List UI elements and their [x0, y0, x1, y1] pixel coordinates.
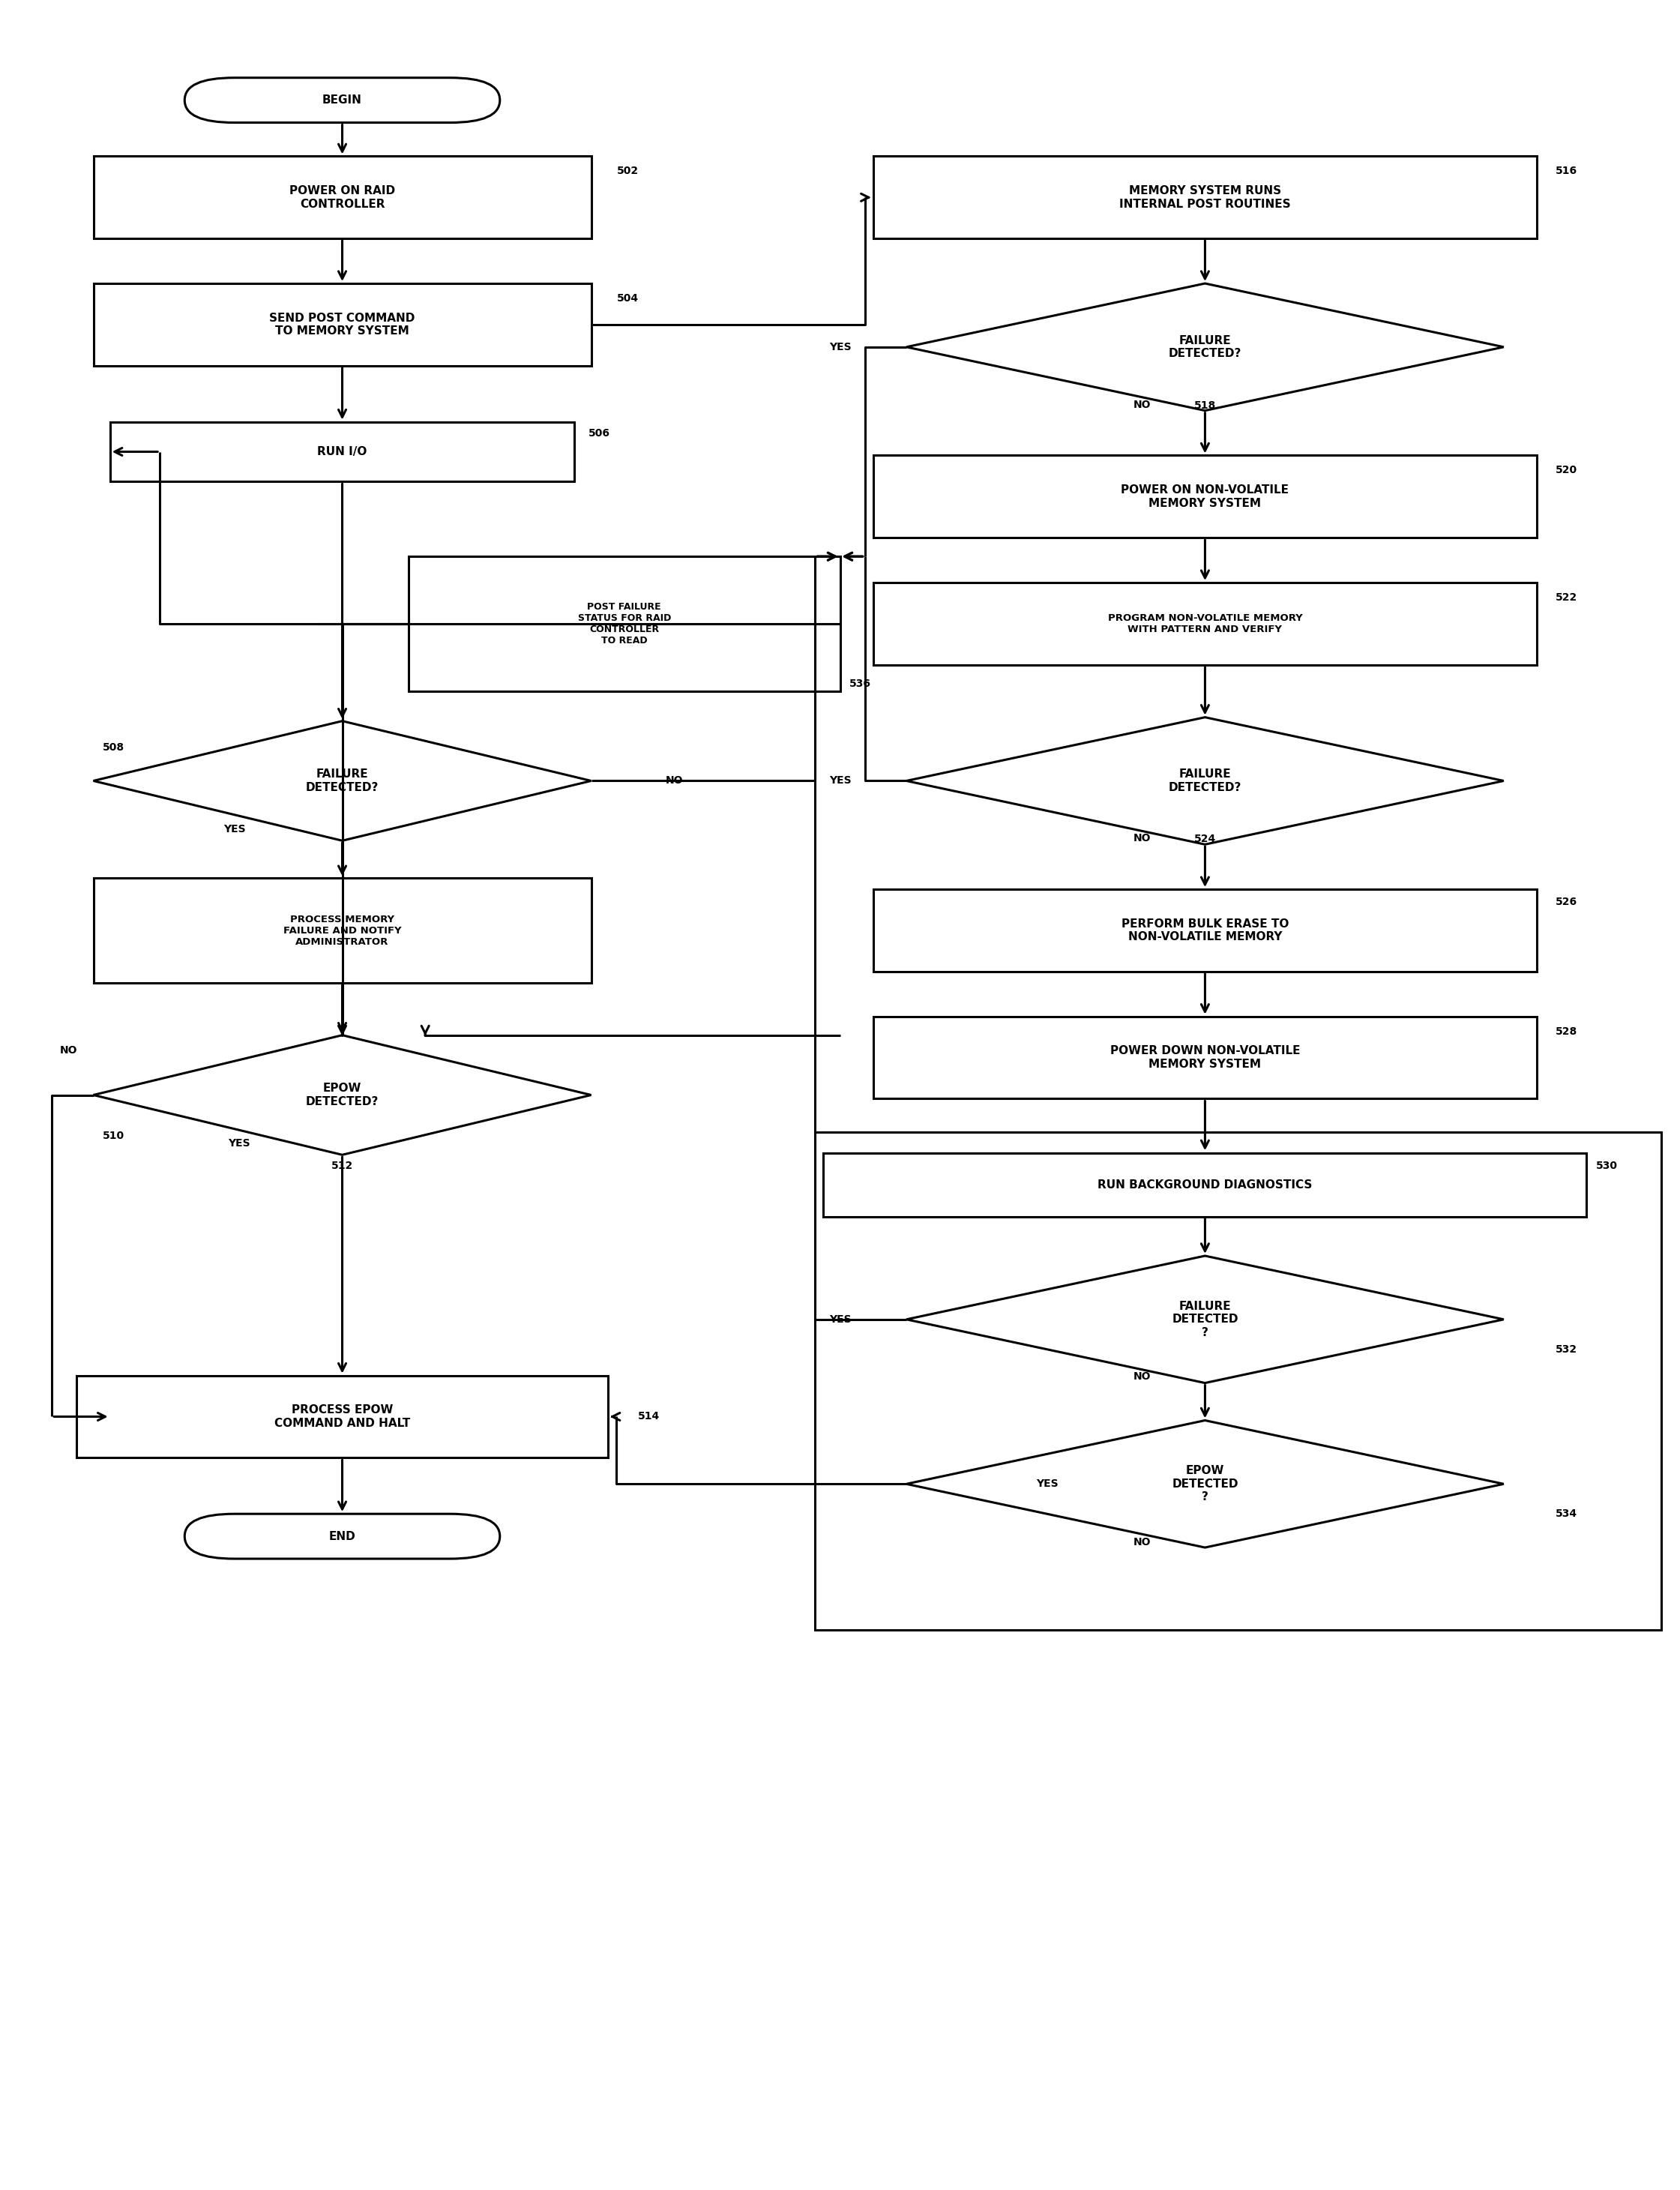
Text: 502: 502: [617, 166, 638, 177]
Text: YES: YES: [828, 775, 852, 786]
FancyBboxPatch shape: [823, 1152, 1586, 1218]
Text: 510: 510: [102, 1130, 124, 1141]
FancyBboxPatch shape: [874, 583, 1537, 666]
Text: NO: NO: [665, 775, 682, 786]
FancyBboxPatch shape: [109, 423, 575, 482]
Text: YES: YES: [828, 342, 852, 353]
FancyBboxPatch shape: [94, 155, 591, 239]
Text: 524: 524: [1194, 834, 1216, 845]
Text: 516: 516: [1556, 166, 1578, 177]
Text: 506: 506: [588, 427, 610, 438]
FancyBboxPatch shape: [874, 155, 1537, 239]
Polygon shape: [907, 1421, 1504, 1548]
FancyBboxPatch shape: [94, 283, 591, 366]
Text: EPOW
DETECTED?: EPOW DETECTED?: [306, 1082, 378, 1108]
Text: 512: 512: [331, 1161, 353, 1172]
Text: YES: YES: [828, 1314, 852, 1325]
Text: 532: 532: [1556, 1345, 1578, 1356]
Text: 504: 504: [617, 293, 638, 304]
FancyBboxPatch shape: [815, 1132, 1662, 1629]
Text: SEND POST COMMAND
TO MEMORY SYSTEM: SEND POST COMMAND TO MEMORY SYSTEM: [269, 313, 415, 337]
FancyBboxPatch shape: [185, 1513, 501, 1559]
Text: END: END: [329, 1531, 356, 1542]
FancyBboxPatch shape: [185, 77, 501, 123]
Text: YES: YES: [223, 823, 245, 834]
Text: 520: 520: [1556, 464, 1578, 475]
FancyBboxPatch shape: [874, 889, 1537, 972]
Text: NO: NO: [60, 1045, 77, 1056]
Text: FAILURE
DETECTED?: FAILURE DETECTED?: [306, 769, 378, 793]
Text: NO: NO: [1134, 399, 1151, 410]
FancyBboxPatch shape: [874, 456, 1537, 539]
Text: 536: 536: [848, 679, 870, 690]
Text: 528: 528: [1556, 1027, 1578, 1036]
Text: FAILURE
DETECTED?: FAILURE DETECTED?: [1169, 769, 1242, 793]
Text: POST FAILURE
STATUS FOR RAID
CONTROLLER
TO READ: POST FAILURE STATUS FOR RAID CONTROLLER …: [578, 602, 670, 646]
Text: EPOW
DETECTED
?: EPOW DETECTED ?: [1173, 1465, 1238, 1502]
Text: RUN I/O: RUN I/O: [318, 447, 368, 458]
Text: 530: 530: [1596, 1161, 1618, 1172]
Text: 522: 522: [1556, 591, 1578, 602]
Polygon shape: [907, 283, 1504, 410]
Text: MEMORY SYSTEM RUNS
INTERNAL POST ROUTINES: MEMORY SYSTEM RUNS INTERNAL POST ROUTINE…: [1119, 186, 1290, 210]
Text: NO: NO: [1134, 1537, 1151, 1548]
Text: PROGRAM NON-VOLATILE MEMORY
WITH PATTERN AND VERIFY: PROGRAM NON-VOLATILE MEMORY WITH PATTERN…: [1107, 613, 1302, 635]
Text: 514: 514: [638, 1410, 660, 1421]
Text: 508: 508: [102, 742, 124, 753]
FancyBboxPatch shape: [77, 1375, 608, 1459]
Text: PROCESS EPOW
COMMAND AND HALT: PROCESS EPOW COMMAND AND HALT: [274, 1404, 410, 1428]
FancyBboxPatch shape: [94, 878, 591, 983]
Text: 526: 526: [1556, 896, 1578, 907]
Polygon shape: [94, 1036, 591, 1154]
Text: POWER ON NON-VOLATILE
MEMORY SYSTEM: POWER ON NON-VOLATILE MEMORY SYSTEM: [1121, 484, 1289, 508]
Text: NO: NO: [1134, 832, 1151, 843]
Text: FAILURE
DETECTED?: FAILURE DETECTED?: [1169, 335, 1242, 359]
Text: YES: YES: [1037, 1478, 1058, 1489]
Polygon shape: [907, 718, 1504, 845]
Text: 534: 534: [1556, 1509, 1578, 1520]
FancyBboxPatch shape: [408, 556, 840, 692]
Text: FAILURE
DETECTED
?: FAILURE DETECTED ?: [1173, 1301, 1238, 1338]
Text: POWER DOWN NON-VOLATILE
MEMORY SYSTEM: POWER DOWN NON-VOLATILE MEMORY SYSTEM: [1110, 1045, 1300, 1069]
FancyBboxPatch shape: [874, 1016, 1537, 1099]
Text: PERFORM BULK ERASE TO
NON-VOLATILE MEMORY: PERFORM BULK ERASE TO NON-VOLATILE MEMOR…: [1121, 918, 1289, 942]
Polygon shape: [94, 721, 591, 841]
Text: POWER ON RAID
CONTROLLER: POWER ON RAID CONTROLLER: [289, 186, 395, 210]
Polygon shape: [907, 1255, 1504, 1382]
Text: YES: YES: [228, 1139, 250, 1150]
Text: NO: NO: [1134, 1371, 1151, 1382]
Text: 518: 518: [1194, 401, 1216, 410]
Text: BEGIN: BEGIN: [323, 94, 363, 105]
Text: RUN BACKGROUND DIAGNOSTICS: RUN BACKGROUND DIAGNOSTICS: [1097, 1178, 1312, 1191]
Text: PROCESS MEMORY
FAILURE AND NOTIFY
ADMINISTRATOR: PROCESS MEMORY FAILURE AND NOTIFY ADMINI…: [284, 913, 402, 946]
